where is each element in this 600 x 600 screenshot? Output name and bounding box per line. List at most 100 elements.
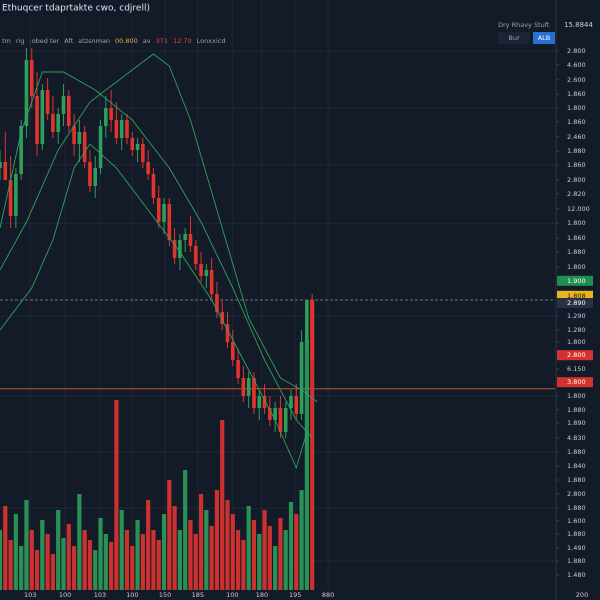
button[interactable] (498, 32, 530, 44)
indicator-text: atzsnman (78, 37, 110, 45)
y-tick-label: 1.600 (567, 517, 586, 525)
indicator-text: tm (2, 37, 11, 45)
badge-label: 3.800 (567, 378, 586, 386)
candle-body (193, 246, 198, 264)
indicator-text: 371 (156, 37, 168, 45)
candle-body (119, 120, 124, 138)
volume-bar (304, 340, 309, 590)
candle-body (204, 270, 209, 276)
y-tick-label: 6.150 (567, 365, 586, 373)
candle-body (77, 132, 82, 144)
candle-body (151, 174, 156, 198)
volume-bar (172, 506, 177, 590)
volume-bar (40, 520, 45, 590)
candle-body (98, 126, 103, 168)
chart-title: Ethuqcer tdaprtakte cwo, cdjrell) (2, 4, 150, 14)
volume-bar (294, 514, 299, 590)
y-tick-label: 1.800 (567, 104, 586, 112)
indicator-text: av (143, 37, 151, 45)
candle-body (40, 90, 45, 144)
candle-body (231, 342, 235, 360)
volume-bar (273, 546, 278, 590)
candle-body (257, 396, 262, 408)
candle-body (289, 396, 293, 408)
y-tick-label: 2.800 (567, 490, 586, 498)
volume-bar (220, 420, 225, 590)
volume-bar (267, 526, 272, 590)
volume-bar (82, 530, 87, 590)
volume-bar (183, 470, 188, 590)
indicator-row: tm rig:obed ter Aft atzsnman 00.800 av 371 12.7… (2, 37, 225, 45)
indicator-text: Aft (64, 37, 73, 45)
button[interactable] (533, 32, 555, 44)
volume-bar (71, 546, 77, 590)
candle-body (162, 204, 166, 222)
volume-bar (98, 518, 103, 590)
candle-body (3, 162, 8, 180)
y-tick-label: 1.890 (567, 419, 586, 427)
candle-body (0, 162, 2, 168)
y-tick-label: 1.880 (567, 504, 586, 512)
y-tick-label: 1.880 (567, 530, 586, 538)
volume-bar (278, 518, 283, 590)
volume-bar (87, 540, 93, 590)
candle-body (14, 174, 18, 216)
y-tick-label: 1.860 (567, 234, 586, 242)
volume-bar (135, 520, 140, 590)
y-tick-label: 2.460 (567, 133, 586, 141)
volume-bar (8, 540, 13, 590)
x-tick-label: 100 (126, 591, 138, 599)
x-tick-label: 150 (159, 591, 171, 599)
y-tick-label: 1.840 (567, 462, 586, 470)
y-tick-label: 1.490 (567, 544, 586, 552)
price-badge (557, 298, 593, 308)
candle-body (125, 120, 129, 138)
candle-body (141, 144, 145, 162)
volume-bar (251, 520, 257, 590)
y-tick-label: 1.880 (567, 476, 586, 484)
candle-body (8, 180, 13, 216)
volume-bar (114, 400, 119, 590)
volume-bar (29, 530, 34, 590)
button-label[interactable]: Bur (508, 34, 520, 42)
candle-body (299, 342, 304, 414)
volume-bar (246, 506, 251, 590)
volume-bar (140, 534, 145, 590)
price-badge (557, 377, 593, 388)
candle-body (225, 324, 230, 342)
candle-body (114, 120, 119, 138)
candle-body (178, 240, 182, 258)
moving-average (0, 143, 308, 470)
moving-average (0, 71, 313, 439)
y-tick-label: 1.800 (567, 338, 586, 346)
x-tick-label: 100 (59, 591, 71, 599)
price-badge (557, 290, 593, 301)
x-tick-label: 200 (576, 591, 588, 599)
candle-body (273, 408, 277, 420)
volume-bar (193, 534, 198, 590)
volume-bar (0, 530, 3, 590)
candle-body (278, 408, 283, 432)
button-label[interactable]: ALB (538, 34, 551, 42)
grid (0, 0, 555, 590)
volume-bar (3, 506, 8, 590)
candle-body (236, 360, 240, 378)
volume-bar (188, 520, 193, 590)
candle-body (283, 408, 288, 432)
volume-bar (177, 530, 182, 590)
y-tick-label: 1.480 (567, 571, 586, 579)
badge-label: 2.800 (567, 351, 586, 359)
badge-label: 1.808 (567, 292, 586, 300)
volume-bar (288, 502, 294, 590)
volume-bar (34, 550, 40, 590)
volume-bar (156, 540, 161, 590)
volume-bar (24, 500, 29, 590)
menu-text[interactable]: Dry Rhavy Stuft (498, 21, 550, 29)
volume-bar (257, 534, 262, 590)
x-tick-label: 195 (289, 591, 301, 599)
candle-body (183, 234, 187, 240)
candle-body (220, 312, 225, 324)
volume-bar (283, 530, 288, 590)
indicator-text: Lonxxicd (197, 37, 226, 45)
